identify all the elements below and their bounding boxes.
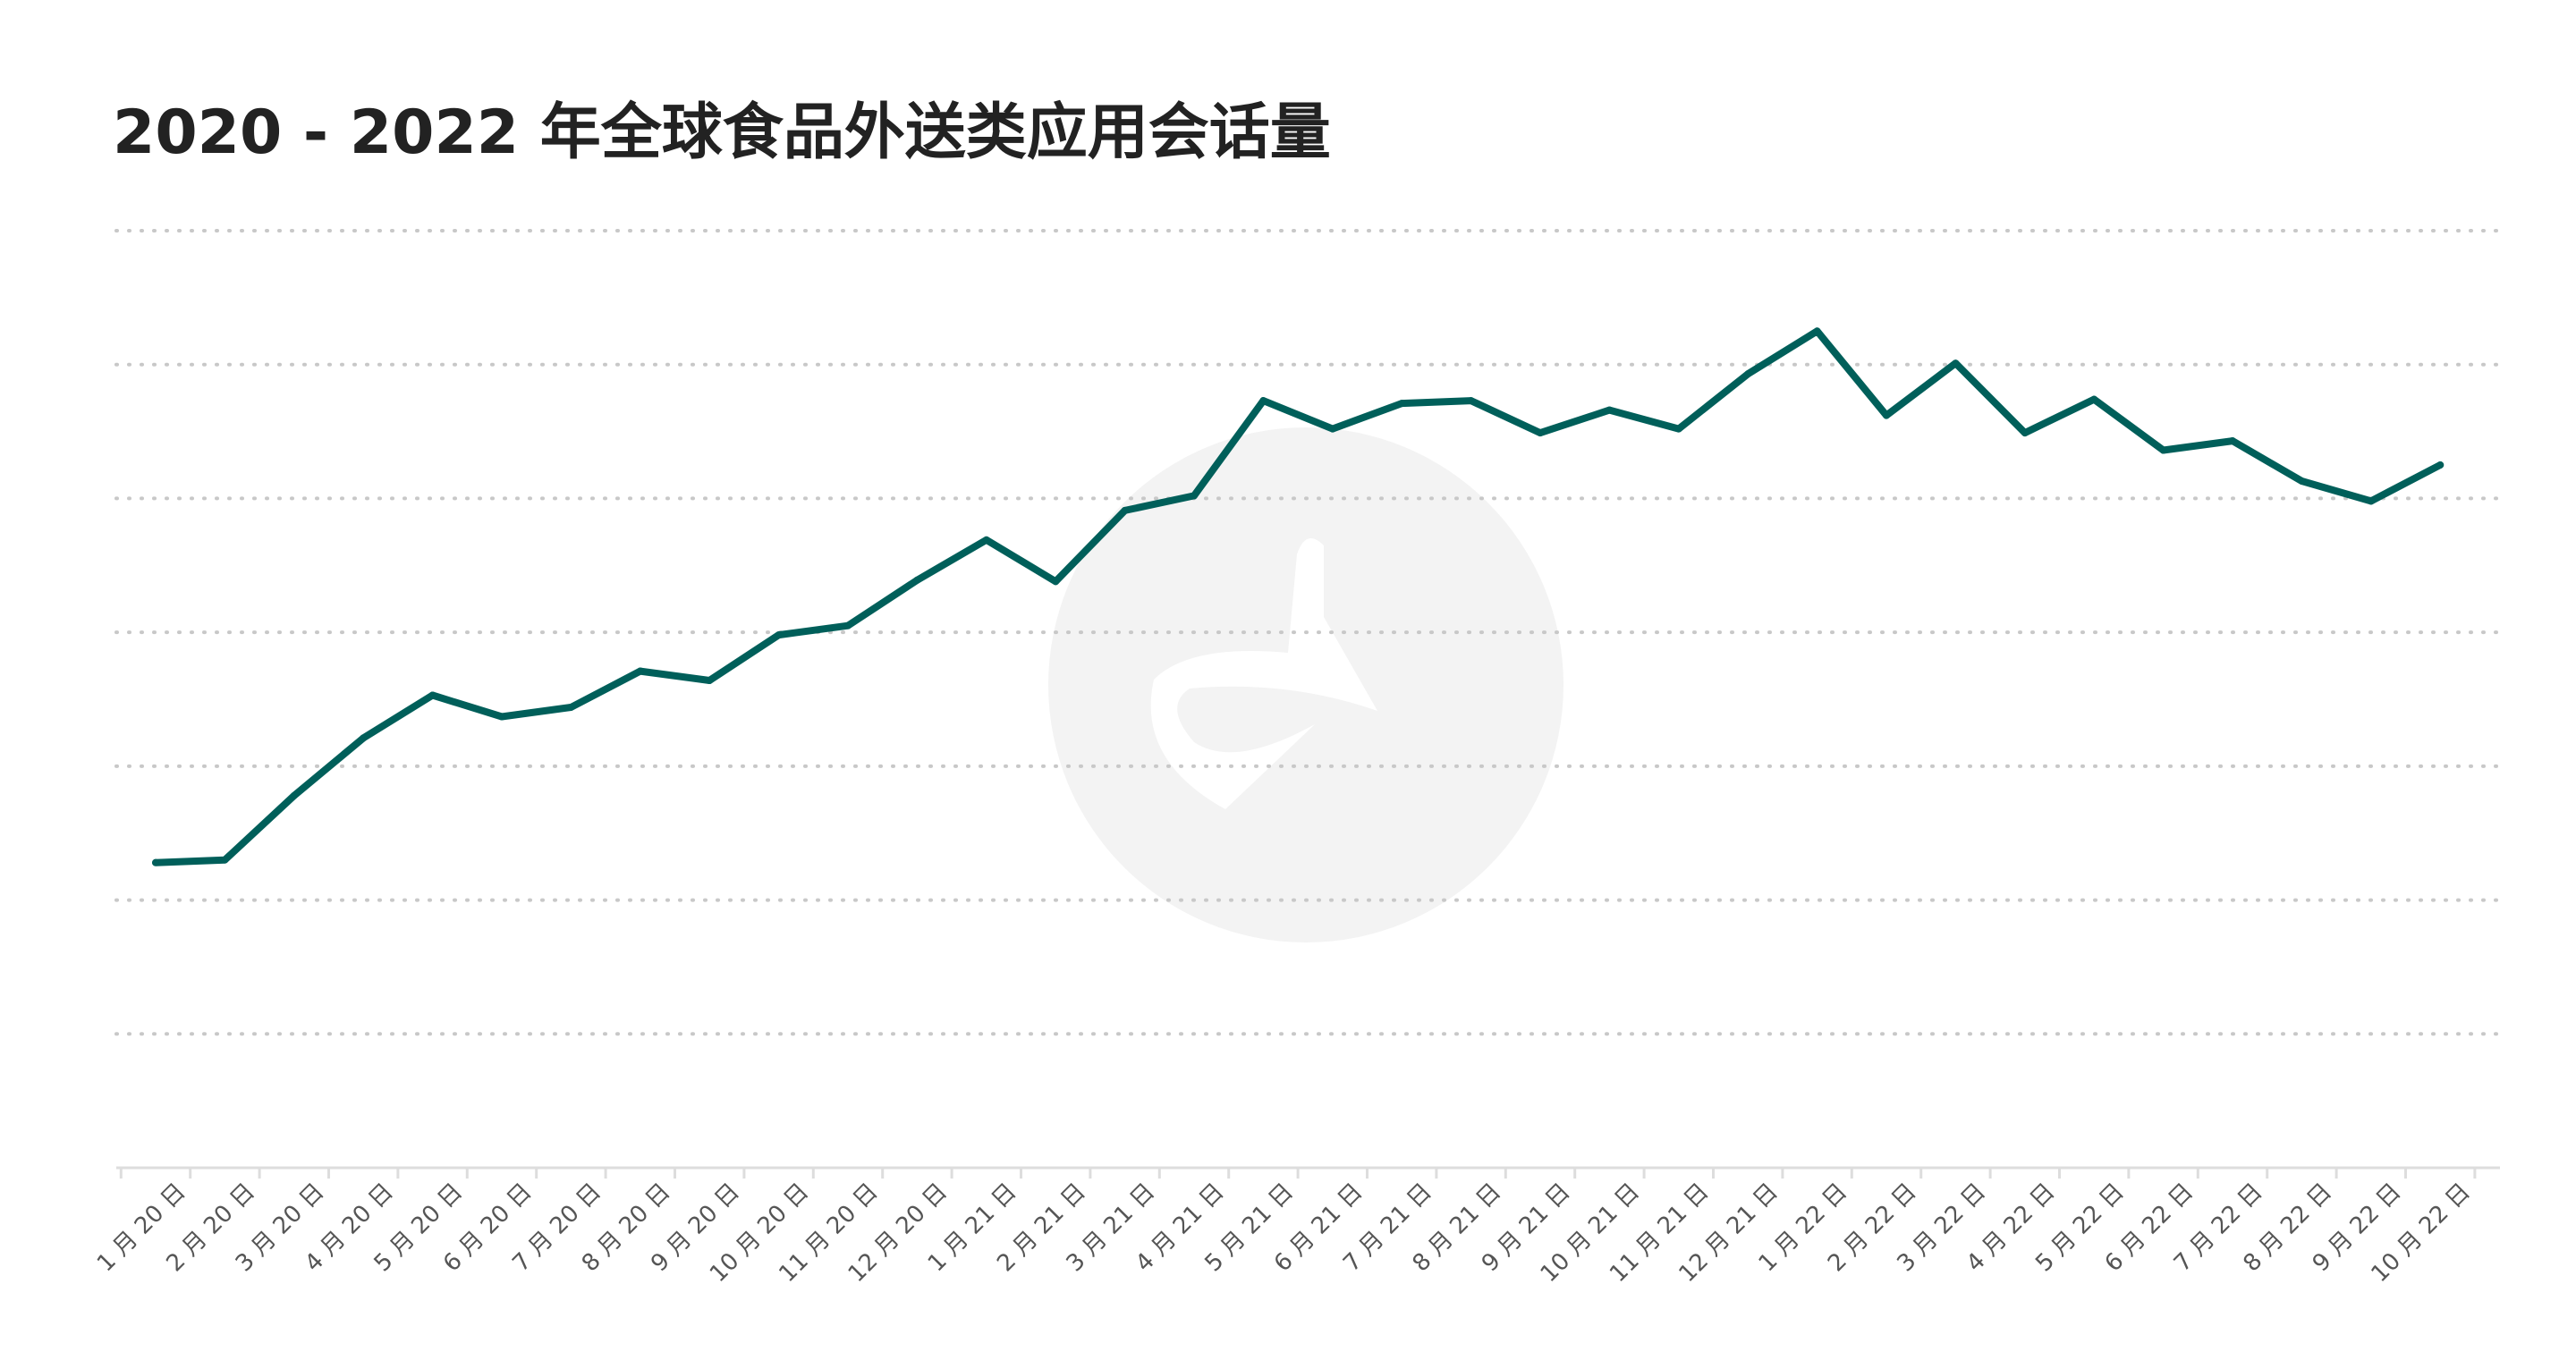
data-point bbox=[775, 631, 783, 639]
data-point bbox=[1259, 397, 1267, 405]
data-point bbox=[1052, 578, 1060, 586]
data-point bbox=[2436, 461, 2445, 469]
data-point bbox=[1883, 411, 1890, 419]
data-point bbox=[152, 858, 159, 866]
watermark-glyph bbox=[1150, 538, 1377, 809]
data-point bbox=[290, 791, 298, 799]
data-point bbox=[428, 691, 436, 699]
data-point bbox=[1744, 370, 1752, 378]
data-point bbox=[2367, 497, 2375, 505]
watermark-logo bbox=[1048, 427, 1563, 942]
data-point bbox=[2021, 429, 2029, 437]
data-point bbox=[844, 621, 852, 630]
data-point bbox=[2298, 477, 2306, 485]
data-point bbox=[1606, 406, 1614, 414]
x-axis-labels: 1 月 20 日2 月 20 日3 月 20 日4 月 20 日5 月 20 日… bbox=[92, 1179, 2476, 1288]
data-point bbox=[498, 713, 505, 721]
data-point bbox=[982, 536, 990, 544]
data-point bbox=[2090, 395, 2098, 403]
data-point bbox=[1467, 397, 1475, 405]
data-point bbox=[636, 667, 644, 675]
data-point bbox=[2229, 437, 2236, 445]
series-line bbox=[152, 327, 2445, 866]
data-point bbox=[706, 677, 714, 685]
data-point bbox=[1191, 492, 1198, 500]
data-point bbox=[2159, 446, 2167, 454]
data-point bbox=[1674, 425, 1682, 433]
data-point bbox=[913, 576, 921, 584]
chart-title: 2020 - 2022 年全球食品外送类应用会话量 bbox=[113, 97, 1331, 168]
series-layer bbox=[152, 327, 2445, 866]
data-point bbox=[567, 703, 575, 711]
gridlines bbox=[114, 229, 2502, 1036]
data-point bbox=[1813, 327, 1821, 335]
data-point bbox=[221, 856, 229, 864]
data-point bbox=[360, 734, 368, 742]
x-axis-ticks bbox=[119, 1168, 2477, 1179]
data-point bbox=[1328, 425, 1336, 433]
data-point bbox=[1121, 506, 1129, 514]
data-point bbox=[1398, 400, 1406, 408]
data-point bbox=[1952, 359, 1960, 368]
data-point bbox=[1537, 429, 1544, 437]
